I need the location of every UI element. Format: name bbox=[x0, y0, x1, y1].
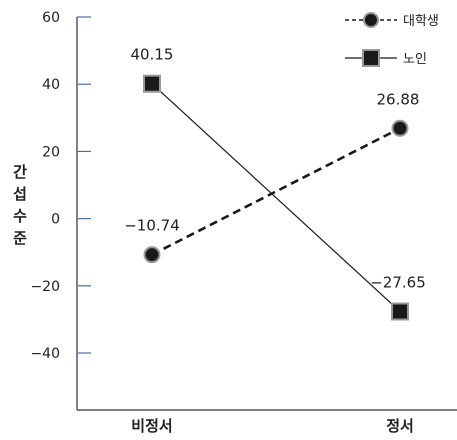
axes bbox=[76, 16, 457, 411]
legend-marker-circle bbox=[363, 12, 379, 28]
data-label: 26.88 bbox=[377, 90, 420, 108]
y-tick-label: 20 bbox=[42, 144, 60, 160]
y-axis-label-char: 수 bbox=[13, 207, 27, 225]
series-point-square bbox=[391, 302, 409, 321]
series-point-circle bbox=[143, 246, 161, 264]
y-axis-label-char: 섭 bbox=[13, 185, 27, 203]
x-category-label: 비정서 bbox=[131, 417, 172, 435]
series-markers bbox=[143, 74, 409, 321]
data-label: −27.65 bbox=[370, 274, 426, 292]
series-line-2 bbox=[151, 83, 401, 312]
data-label: −10.74 bbox=[124, 217, 180, 235]
y-tick-label: −20 bbox=[30, 279, 60, 295]
y-tick-label: 40 bbox=[42, 77, 60, 93]
x-category-labels: 비정서 정서 bbox=[131, 417, 414, 435]
series-point-circle bbox=[391, 119, 409, 137]
legend-marker-square bbox=[362, 49, 380, 67]
series-lines bbox=[151, 83, 401, 312]
data-label: 40.15 bbox=[131, 46, 174, 64]
series-line-1 bbox=[151, 127, 401, 256]
data-labels: −10.74 26.88 40.15 −27.65 bbox=[124, 46, 426, 292]
y-tick-label: 60 bbox=[42, 10, 60, 26]
legend-label: 대학생 bbox=[403, 14, 439, 29]
series-point-square bbox=[143, 74, 161, 93]
y-axis-label-char: 간 bbox=[13, 163, 27, 181]
legend-label: 노인 bbox=[403, 52, 427, 67]
x-category-label: 정서 bbox=[386, 417, 414, 435]
y-tick-label: −40 bbox=[30, 346, 60, 362]
y-tick-label: 0 bbox=[51, 212, 60, 228]
y-axis-label-char: 준 bbox=[13, 229, 27, 247]
y-tick-labels: 60 40 20 0 −20 −40 bbox=[30, 10, 60, 362]
